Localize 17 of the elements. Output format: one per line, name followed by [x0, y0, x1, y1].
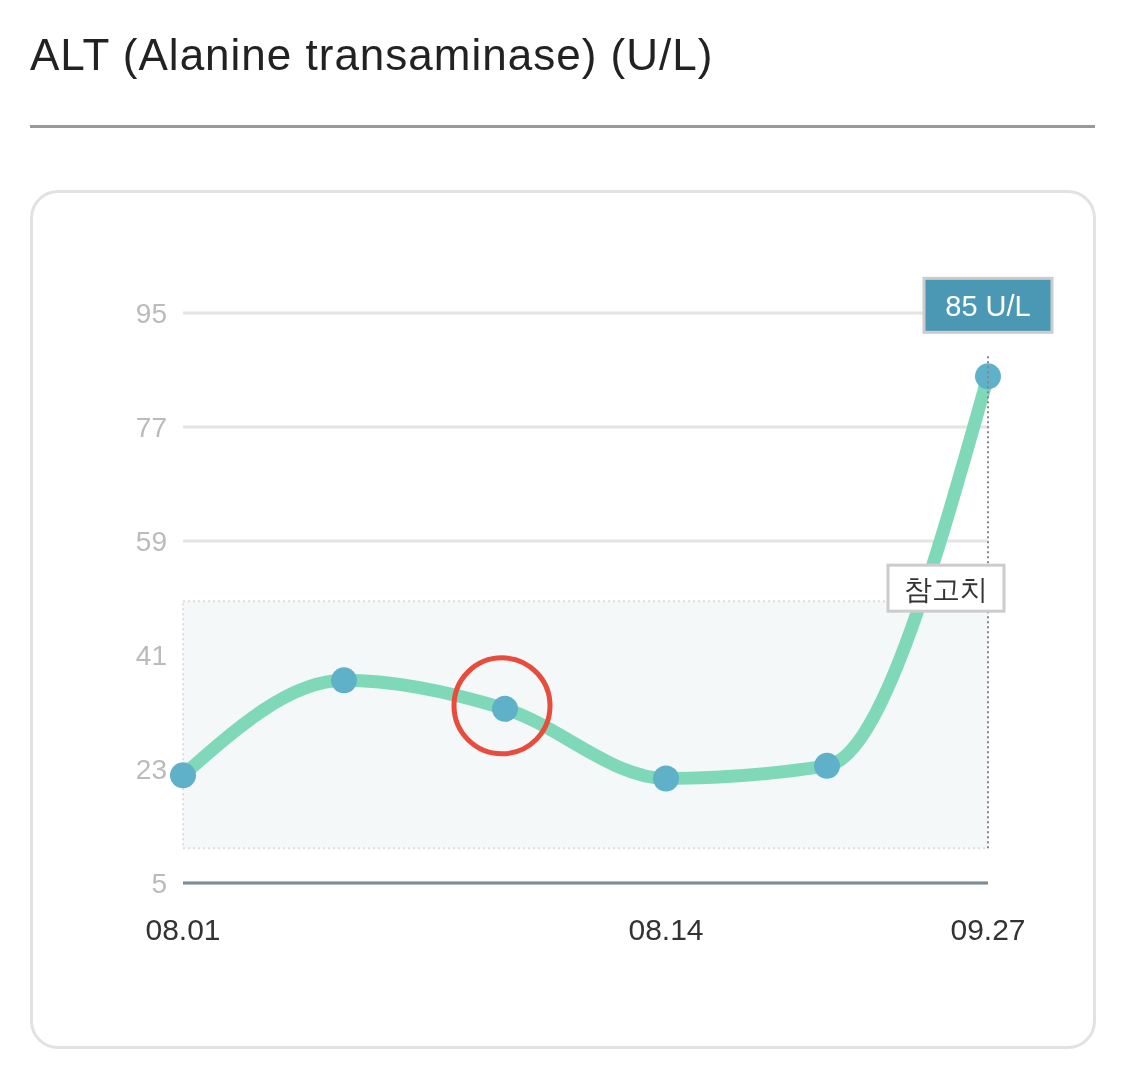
point — [653, 765, 679, 792]
y-tick-label: 95 — [135, 297, 167, 329]
point — [975, 363, 1001, 390]
point — [331, 667, 357, 694]
x-tick-label: 09.27 — [950, 913, 1026, 947]
x-tick-label: 08.14 — [628, 913, 704, 947]
y-tick-label: 23 — [135, 753, 167, 785]
point — [814, 752, 840, 779]
point — [170, 762, 196, 789]
y-tick-label: 59 — [135, 525, 167, 557]
band-label: 참고치 — [904, 574, 988, 606]
y-tick-label: 77 — [135, 411, 167, 443]
x-tick-label: 08.01 — [145, 913, 221, 947]
chart-title: ALT (Alanine transaminase) (U/L) — [30, 30, 714, 80]
y-tick-label: 5 — [151, 867, 167, 899]
data-label: 85 U/L — [945, 290, 1031, 323]
y-tick-label: 41 — [135, 639, 167, 671]
